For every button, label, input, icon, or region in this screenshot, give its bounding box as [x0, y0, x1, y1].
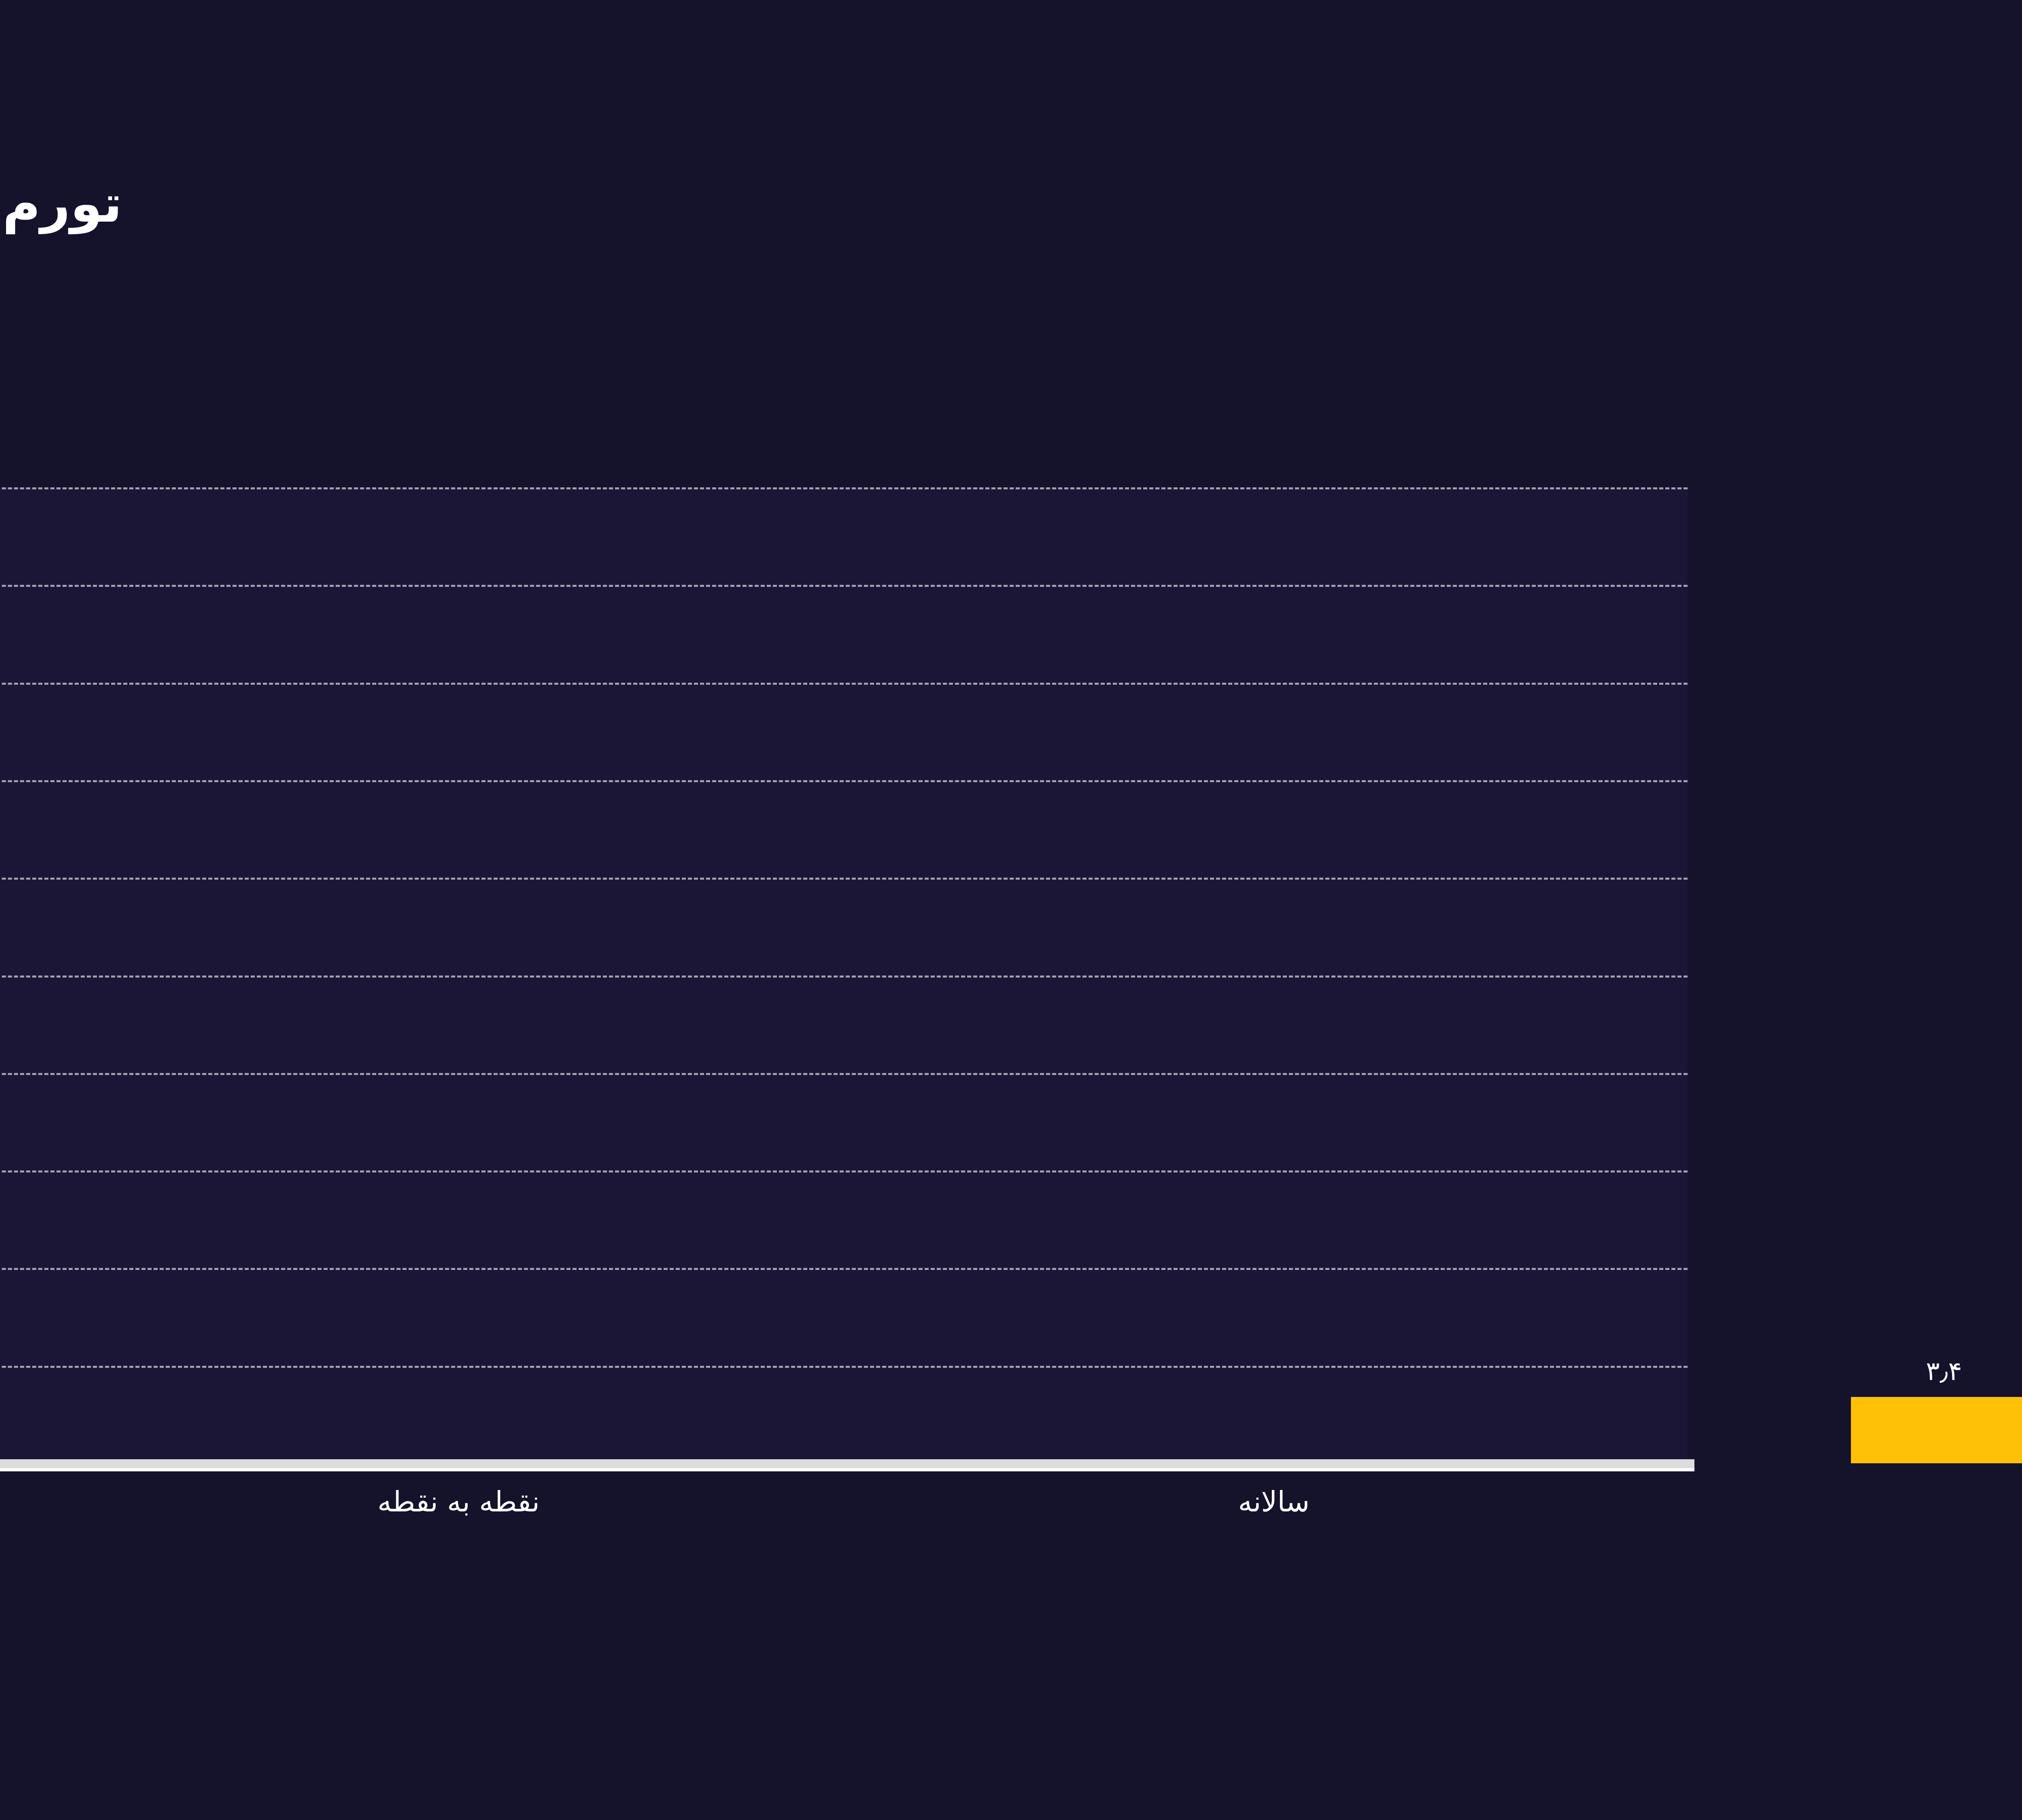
x-axis-labels: ماهانه نقطه به نقطه سالانه [0, 1485, 1688, 1550]
gridline-35 [0, 780, 1688, 782]
gridline-30 [0, 878, 1688, 880]
bar-monthly-azar[interactable]: ۳٫۴ [1851, 1357, 2022, 1463]
gridline-15 [0, 1170, 1688, 1173]
gridline-25 [0, 975, 1688, 978]
page-title: تورم اقلام غیرخوراکی و خدمات در دی ۱۴۰۴ [0, 174, 123, 234]
gridline-20 [0, 1073, 1688, 1075]
gridline-50 [0, 487, 1688, 489]
gridline-45 [0, 585, 1688, 587]
gridline-5 [0, 1365, 1688, 1368]
plot-area [0, 487, 1688, 1463]
x-label-annual: سالانه [1238, 1485, 1310, 1518]
gridline-10 [0, 1268, 1688, 1270]
x-label-point-to-point: نقطه به نقطه [377, 1485, 540, 1518]
gridline-40 [0, 682, 1688, 685]
x-axis-line [0, 1459, 1694, 1471]
chart-title-row: تورم اقلام غیرخوراکی و خدمات در دی ۱۴۰۴(… [0, 174, 1719, 234]
bar-value-monthly-azar: ۳٫۴ [1926, 1356, 1962, 1386]
bars-layer: ۳٫۴ ۴٫۴ ۴۳ ۴۵٫۳ ۳۸٫۳ ۳۹٫۲ [0, 487, 2022, 1463]
chart-legend: آذر دی [0, 398, 1692, 423]
